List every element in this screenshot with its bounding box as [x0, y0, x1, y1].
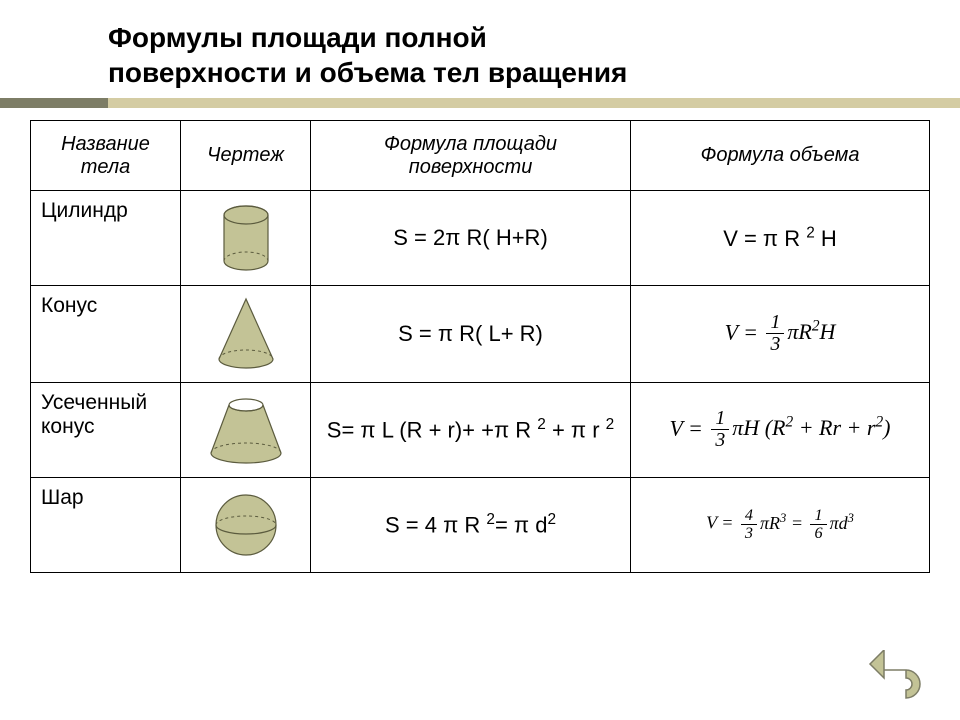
accent-bar — [0, 98, 960, 108]
shape-drawing — [181, 286, 311, 383]
formulas-table: Название тела Чертеж Формула площади пов… — [30, 120, 930, 573]
volume-prefix: V = — [706, 513, 738, 533]
volume-formula: V = π R 2 H — [631, 191, 930, 286]
volume-formula: V = 43πR3 = 16πd3 — [631, 478, 930, 573]
fraction: 43 — [741, 507, 757, 542]
table-row: Шар S = 4 π R 2= π d2 V = 43πR3 = 16πd3 — [31, 478, 930, 573]
table-header-row: Название тела Чертеж Формула площади пов… — [31, 121, 930, 191]
undo-arrow-icon — [864, 650, 928, 700]
col-volume: Формула объема — [631, 121, 930, 191]
surface-formula: S = 4 π R 2= π d2 — [311, 478, 631, 573]
shape-name: Цилиндр — [31, 191, 181, 286]
frustum-icon — [201, 393, 291, 468]
sphere-icon — [211, 490, 281, 560]
title-line1: Формулы площади полной — [108, 22, 487, 53]
volume-suffix: πR2H — [787, 319, 835, 344]
accent-left — [0, 98, 108, 108]
fraction: 13 — [711, 409, 729, 452]
formulas-table-wrap: Название тела Чертеж Формула площади пов… — [30, 120, 930, 573]
title-block: Формулы площади полной поверхности и объ… — [0, 0, 960, 90]
volume-suffix: πH (R2 + Rr + r2) — [732, 415, 890, 440]
accent-main — [108, 98, 960, 108]
volume-prefix: V = — [725, 319, 764, 344]
surface-formula: S = π R( L+ R) — [311, 286, 631, 383]
shape-drawing — [181, 478, 311, 573]
page-title: Формулы площади полной поверхности и объ… — [108, 20, 960, 90]
cylinder-icon — [216, 203, 276, 273]
table-row: Цилиндр S = 2π R( H+R) V = π R 2 H — [31, 191, 930, 286]
volume-suffix: πd3 — [830, 513, 854, 533]
volume-formula: V = 13πH (R2 + Rr + r2) — [631, 383, 930, 478]
shape-drawing — [181, 383, 311, 478]
col-name: Название тела — [31, 121, 181, 191]
col-drawing: Чертеж — [181, 121, 311, 191]
col-surface: Формула площади поверхности — [311, 121, 631, 191]
volume-mid: πR3 = — [760, 513, 807, 533]
volume-formula: V = 13πR2H — [631, 286, 930, 383]
volume-prefix: V = — [670, 415, 709, 440]
table-row: Конус S = π R( L+ R) V = 13πR2H — [31, 286, 930, 383]
shape-name: Конус — [31, 286, 181, 383]
surface-formula: S= π L (R + r)+ +π R 2 + π r 2 — [311, 383, 631, 478]
fraction: 16 — [810, 507, 826, 542]
shape-name: Усеченный конус — [31, 383, 181, 478]
cone-icon — [211, 294, 281, 374]
shape-name: Шар — [31, 478, 181, 573]
back-button[interactable] — [864, 650, 928, 700]
title-line2: поверхности и объема тел вращения — [108, 57, 627, 88]
shape-drawing — [181, 191, 311, 286]
table-row: Усеченный конус S= π L (R + r)+ +π R 2 +… — [31, 383, 930, 478]
volume-text: V = π R 2 H — [723, 226, 837, 251]
surface-formula: S = 2π R( H+R) — [311, 191, 631, 286]
fraction: 13 — [766, 313, 784, 356]
